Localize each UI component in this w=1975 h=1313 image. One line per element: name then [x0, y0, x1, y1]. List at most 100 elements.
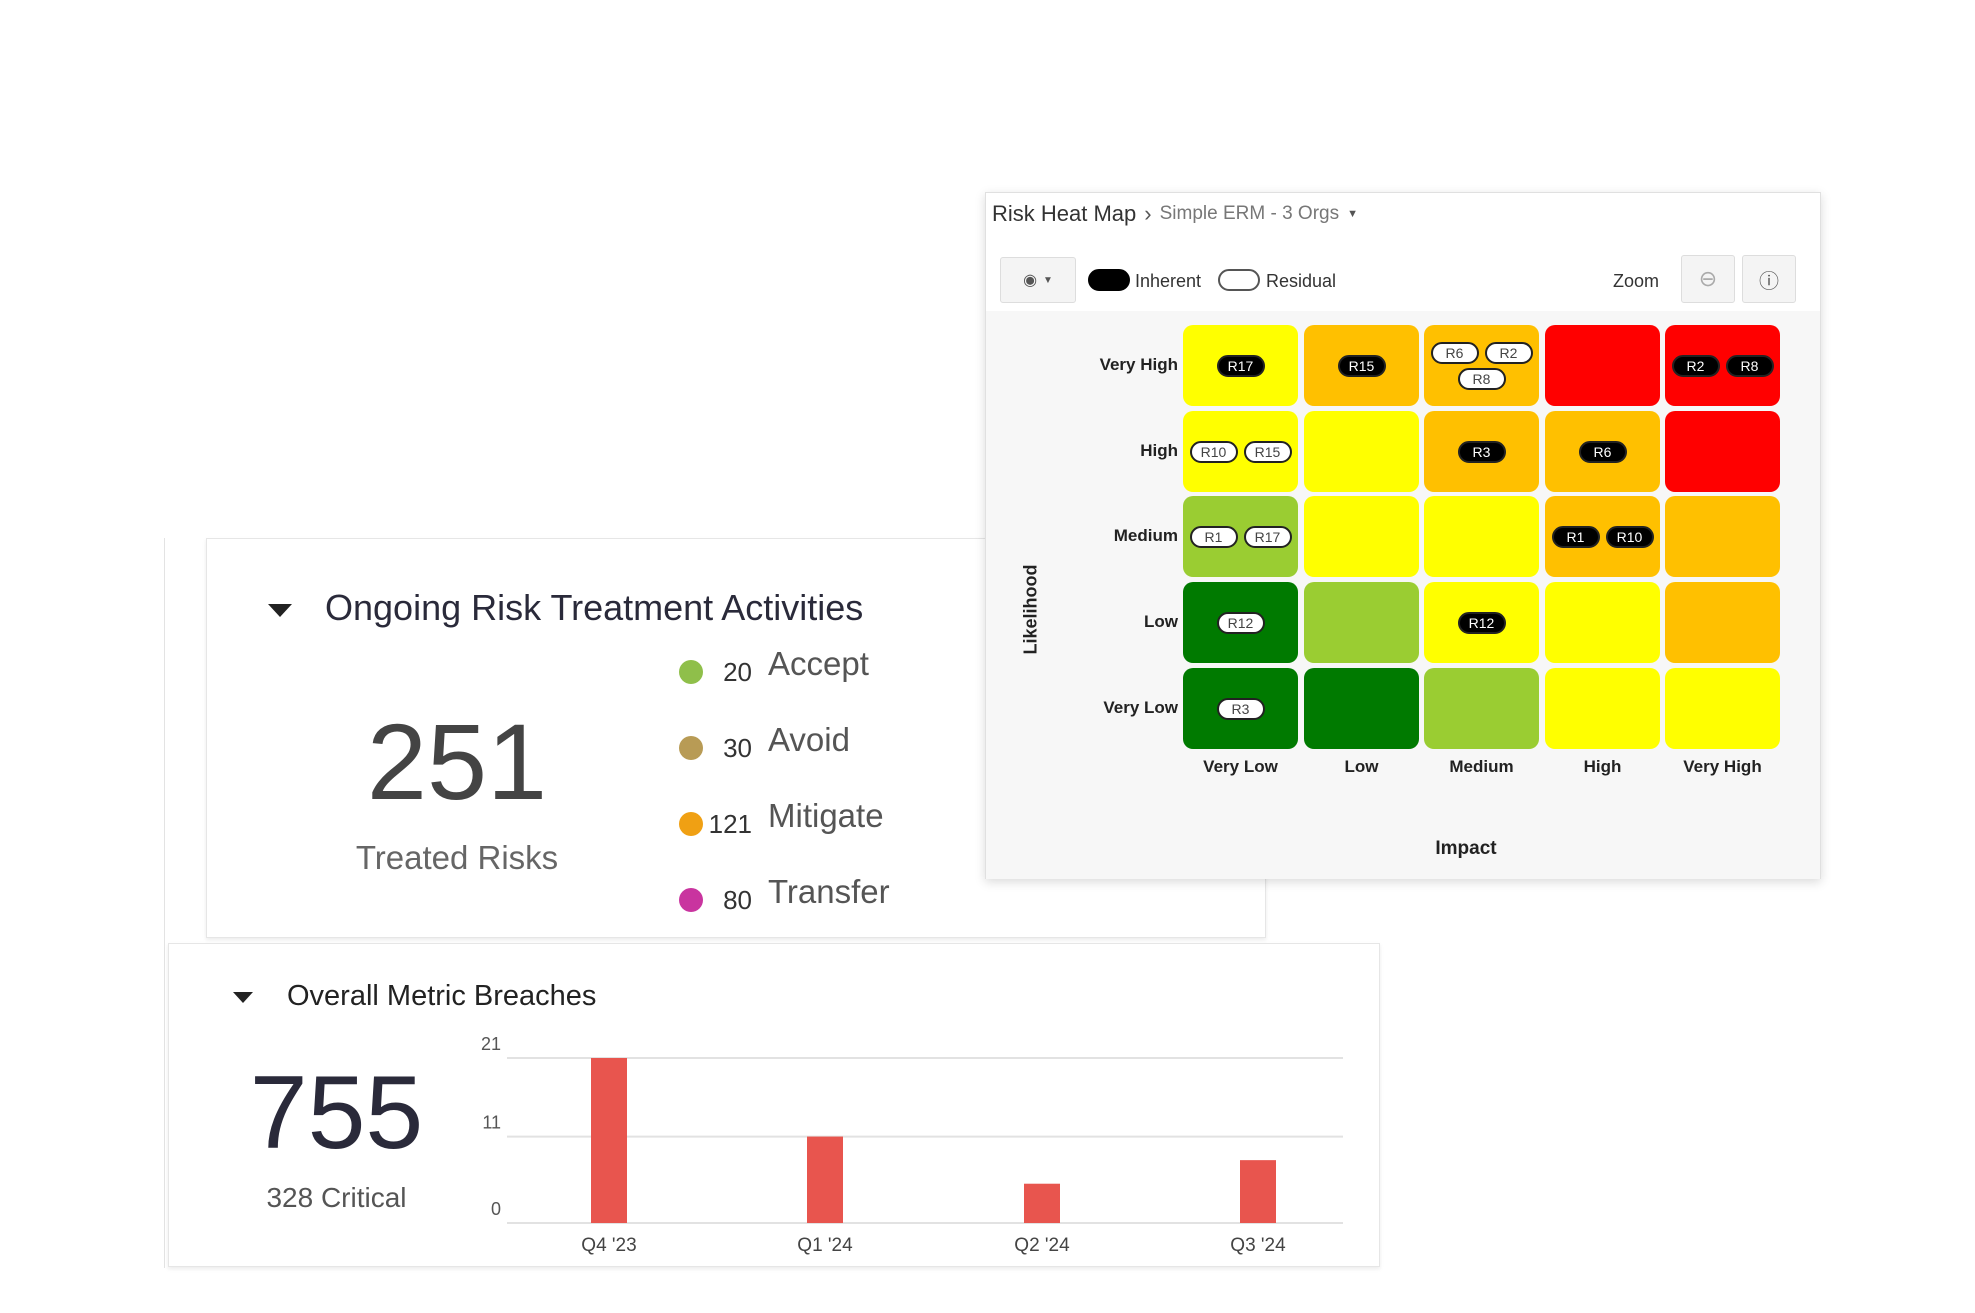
risk-badge[interactable]: R15: [1337, 354, 1386, 377]
legend-label: Mitigate: [768, 797, 884, 834]
breadcrumb-chevron-icon: ›: [1144, 201, 1152, 226]
legend-count: 80: [723, 885, 752, 915]
eye-icon: ◉: [1023, 272, 1038, 289]
risk-badge[interactable]: R8: [1457, 367, 1506, 390]
bar: [591, 1058, 627, 1223]
heatmap-cell[interactable]: R17: [1183, 325, 1298, 406]
residual-legend-label: Residual: [1266, 271, 1337, 291]
heatmap-cell[interactable]: [1665, 411, 1780, 492]
column-label: Low: [1344, 757, 1379, 776]
row-label: Very Low: [1103, 698, 1178, 717]
row-label: Low: [1144, 612, 1178, 631]
legend-dot-icon: [679, 660, 703, 684]
heatmap-cell[interactable]: R3: [1424, 411, 1539, 492]
critical-count: 328 Critical: [266, 1182, 407, 1213]
bar: [1240, 1160, 1276, 1223]
legend-count: 121: [708, 809, 752, 839]
heatmap-cell[interactable]: [1424, 668, 1539, 749]
risk-badge[interactable]: R17: [1216, 354, 1265, 377]
risk-badge[interactable]: R10: [1189, 440, 1238, 463]
legend-label: Accept: [768, 645, 869, 682]
risk-badge[interactable]: R15: [1243, 440, 1292, 463]
heatmap-cell[interactable]: [1545, 668, 1660, 749]
risk-badge[interactable]: R6: [1578, 440, 1627, 463]
heatmap-cell[interactable]: R3: [1183, 668, 1298, 749]
heatmap-cell[interactable]: R1 R17: [1183, 496, 1298, 577]
heatmap-cell[interactable]: R12: [1424, 582, 1539, 663]
risk-badge[interactable]: R12: [1457, 611, 1506, 634]
row-label: High: [1140, 441, 1178, 460]
column-label: Very Low: [1203, 757, 1278, 776]
risk-badge[interactable]: R12: [1216, 611, 1265, 634]
risk-badge[interactable]: R3: [1216, 697, 1265, 720]
risk-badge[interactable]: R8: [1725, 354, 1774, 377]
x-tick-label: Q3 '24: [1230, 1235, 1286, 1256]
legend-dot-icon: [679, 736, 703, 760]
bar: [1024, 1183, 1060, 1223]
column-label: High: [1583, 757, 1622, 776]
risk-heat-map-panel: Risk Heat Map › Simple ERM - 3 Orgs ▼ ◉ ▼…: [985, 192, 1821, 879]
heatmap-cell[interactable]: R2 R8: [1665, 325, 1780, 406]
zoom-label: Zoom: [1613, 271, 1660, 291]
y-tick-label: 21: [481, 1034, 501, 1054]
inherent-legend-label: Inherent: [1135, 271, 1202, 291]
divider: [164, 538, 165, 1268]
residual-legend-icon: [1218, 269, 1260, 291]
heatmap-title[interactable]: Risk Heat Map: [992, 201, 1137, 226]
risk-badge[interactable]: R2: [1671, 354, 1720, 377]
row-label: Very High: [1099, 355, 1178, 374]
heatmap-cell[interactable]: [1304, 411, 1419, 492]
x-tick-label: Q1 '24: [797, 1235, 853, 1256]
heatmap-cell[interactable]: R6: [1545, 411, 1660, 492]
x-tick-label: Q2 '24: [1014, 1235, 1070, 1256]
risk-badge[interactable]: R6: [1430, 341, 1479, 364]
risk-badge[interactable]: R1: [1189, 525, 1238, 548]
info-icon: ⓘ: [1759, 270, 1779, 293]
org-selector[interactable]: Simple ERM - 3 Orgs: [1159, 203, 1340, 224]
risk-badge[interactable]: R10: [1605, 525, 1654, 548]
risk-badge[interactable]: R2: [1484, 341, 1533, 364]
x-axis-label: Impact: [1435, 838, 1497, 859]
legend-label: Transfer: [768, 873, 890, 910]
x-tick-label: Q4 '23: [581, 1235, 636, 1256]
y-tick-label: 11: [482, 1113, 501, 1133]
heatmap-cell[interactable]: [1304, 668, 1419, 749]
row-label: Medium: [1113, 526, 1178, 545]
inherent-legend-icon: [1088, 269, 1130, 291]
heatmap-cell[interactable]: [1304, 496, 1419, 577]
view-options-button[interactable]: ◉ ▼: [1000, 257, 1076, 303]
heatmap-cell[interactable]: [1545, 582, 1660, 663]
collapse-triangle-icon[interactable]: [268, 604, 292, 617]
heatmap-cell[interactable]: [1665, 582, 1780, 663]
risk-badge[interactable]: R3: [1457, 440, 1506, 463]
risk-badge[interactable]: R17: [1243, 525, 1292, 548]
legend-dot-icon: [679, 888, 703, 912]
heatmap-cell[interactable]: R1 R10: [1545, 496, 1660, 577]
legend-count: 20: [723, 657, 752, 687]
collapse-triangle-icon[interactable]: [233, 992, 253, 1003]
heatmap-cell[interactable]: [1665, 496, 1780, 577]
heatmap-cell[interactable]: [1665, 668, 1780, 749]
legend-dot-icon: [679, 812, 703, 836]
column-label: Very High: [1683, 757, 1762, 776]
chevron-down-icon: ▼: [1043, 274, 1053, 286]
card-title: Overall Metric Breaches: [287, 980, 597, 1012]
risk-badge[interactable]: R1: [1551, 525, 1600, 548]
heatmap-cell[interactable]: R6 R2 R8: [1424, 325, 1539, 406]
metric-breaches-card: Overall Metric Breaches 755 328 Critical…: [168, 943, 1380, 1267]
zoom-reset-button[interactable]: ⓘ: [1742, 255, 1796, 303]
heatmap-cell[interactable]: R10 R15: [1183, 411, 1298, 492]
chevron-down-icon[interactable]: ▼: [1347, 208, 1358, 220]
zoom-out-button[interactable]: ⊖: [1681, 255, 1735, 303]
heatmap-cell[interactable]: R15: [1304, 325, 1419, 406]
zoom-out-icon: ⊖: [1698, 266, 1718, 291]
heatmap-cell[interactable]: [1304, 582, 1419, 663]
bar: [807, 1136, 843, 1223]
heatmap-cell[interactable]: [1545, 325, 1660, 406]
column-label: Medium: [1449, 757, 1514, 776]
heatmap-cell[interactable]: [1424, 496, 1539, 577]
y-axis-label: Likelihood: [1020, 564, 1041, 655]
heatmap-cell[interactable]: R12: [1183, 582, 1298, 663]
treated-risks-count: 251: [366, 701, 548, 822]
legend-label: Avoid: [768, 721, 850, 758]
